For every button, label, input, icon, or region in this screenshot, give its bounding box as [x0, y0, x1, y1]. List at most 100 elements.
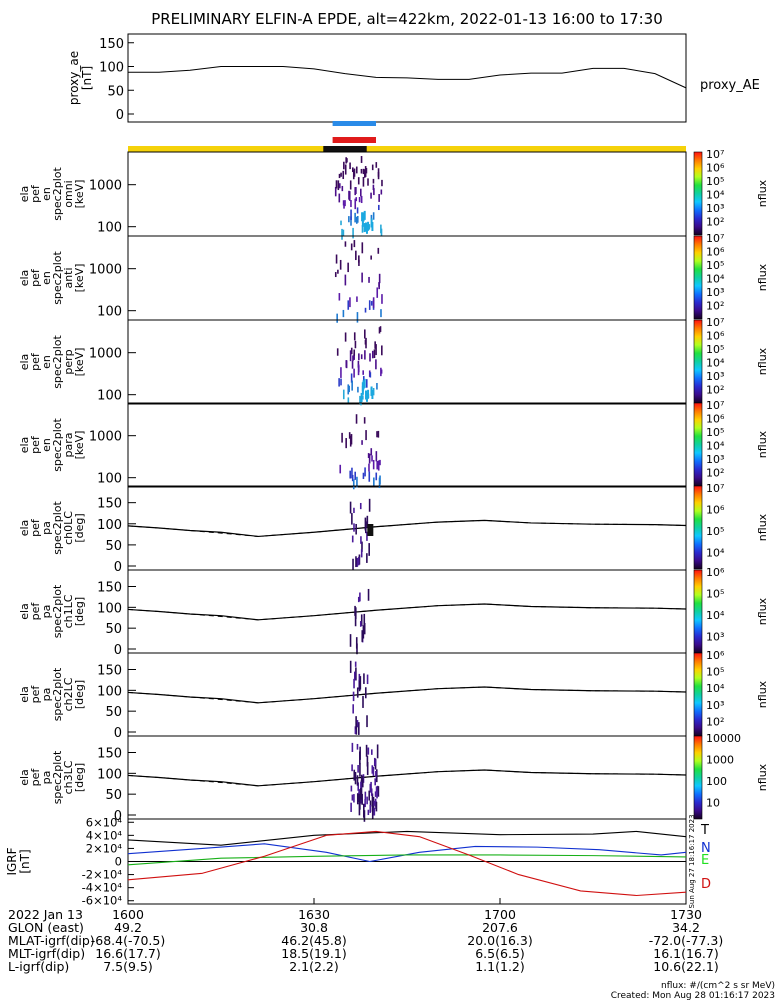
- colorbars: 10⁷10⁶10⁵10⁴10³10²nflux10⁷10⁶10⁵10⁴10³10…: [693, 148, 769, 820]
- pa-ylabel-line: spec2plot: [51, 667, 64, 721]
- pa-ylabel-line: pef: [29, 768, 42, 787]
- energy-spectrogram-panels: 1000100elapefenspec2plotomni[keV]1000100…: [18, 151, 687, 490]
- spec-ylabel-line: ela: [18, 186, 31, 203]
- colorbar-tick: 10²: [706, 384, 724, 397]
- footer-value: 18.5(19.1): [281, 946, 346, 961]
- pa-frame: [127, 735, 687, 820]
- colorbar-tick: 10⁴: [706, 440, 725, 453]
- spec-frame: [127, 402, 687, 488]
- science-bar: [128, 146, 686, 152]
- colorbar-tick: 10⁶: [706, 330, 725, 343]
- colorbar-tick: 10⁵: [706, 525, 724, 538]
- colorbar-tick: 10⁴: [706, 189, 725, 202]
- spec-ylabel-line: pef: [29, 435, 42, 454]
- ae-ylabel-line: proxy_ae: [67, 51, 81, 105]
- spec-ytick-label: 1000: [89, 263, 122, 278]
- pa-ylabel-line: pa: [40, 771, 53, 785]
- pa-ylabel-line: ela: [18, 520, 31, 537]
- anti-loss-cone-line: [127, 686, 687, 704]
- spec-ytick-label: 1000: [89, 179, 122, 194]
- igrf-stamp: Sun Aug 27 18:16:17 2023: [688, 814, 696, 908]
- colorbar-tick: 10000: [706, 732, 741, 745]
- pa-ylabel-line: pa: [40, 605, 53, 619]
- footer-value: -68.4(-70.5): [91, 933, 165, 948]
- colorbar-tick: 10⁴: [706, 682, 725, 695]
- footer-value: 30.8: [300, 920, 328, 935]
- spec-ytick-label: 100: [97, 305, 122, 320]
- igrf-ytick-label: -2×10⁴: [82, 868, 123, 882]
- colorbar: [693, 319, 703, 404]
- igrf-ylabel: IGRF[nT]: [5, 847, 32, 875]
- footer-value: 16.6(17.7): [95, 946, 160, 961]
- spec-ylabel-line: para: [62, 433, 75, 458]
- pa-ytick-label: 0: [114, 643, 122, 658]
- igrf-legend-T: T: [700, 823, 709, 838]
- colorbar-tick: 10⁴: [706, 546, 725, 559]
- pa-ytick-label: 50: [105, 788, 122, 803]
- ae-ylabel-line: [nT]: [80, 66, 94, 90]
- pa-ylabel-line: ch3LC: [62, 760, 75, 794]
- pa-ylabel-line: ch2LC: [62, 677, 75, 711]
- colorbar-tick: 10²: [706, 715, 724, 728]
- spec-ylabel-line: spec2plot: [51, 251, 64, 305]
- spec-ylabel-line: omni: [62, 180, 75, 207]
- pa-ytick-label: 50: [105, 622, 122, 637]
- colorbar-tick: 10²: [706, 467, 724, 480]
- colorbar-tick: 10⁷: [706, 232, 724, 245]
- igrf-ylabel-line: [nT]: [18, 849, 32, 873]
- spec-ylabel-line: spec2plot: [51, 335, 64, 389]
- plot-title: PRELIMINARY ELFIN-A EPDE, alt=422km, 202…: [151, 10, 663, 28]
- spec-ytick-label: 1000: [89, 430, 122, 445]
- colorbar: [693, 151, 703, 236]
- pa-ylabel-line: spec2plot: [51, 501, 64, 555]
- colorbar-tick: 10⁵: [706, 666, 724, 679]
- igrf-trace-T: [127, 830, 687, 846]
- spec-ylabel: elapefenspec2plotanti[keV]: [18, 251, 86, 305]
- footer-units: nflux: #/(cm^2 s sr MeV): [661, 981, 775, 991]
- spec-ylabel-line: pef: [29, 184, 42, 203]
- ram-bar: [332, 121, 376, 126]
- ae-ytick-label: 50: [107, 84, 124, 99]
- spec-frame: [127, 235, 687, 321]
- pa-ytick-label: 100: [97, 767, 122, 782]
- loss-cone-line: [127, 769, 687, 787]
- colorbar-label: nflux: [756, 179, 769, 207]
- footer-row-label: 2022 Jan 13: [8, 907, 83, 922]
- spec-ylabel-line: ela: [18, 270, 31, 287]
- footer-value: 10.6(22.1): [653, 959, 718, 974]
- pa-ytick-label: 150: [97, 747, 122, 762]
- pa-ylabel-line: pa: [40, 521, 53, 535]
- spec-ytick-label: 1000: [89, 347, 122, 362]
- ae-ytick-label: 150: [99, 37, 124, 52]
- spec-ytick-label: 100: [97, 221, 122, 236]
- colorbar-tick: 10⁴: [706, 609, 725, 622]
- pa-ylabel-line: ela: [18, 769, 31, 786]
- ae-ylabel: proxy_ae[nT]: [67, 51, 94, 105]
- pa-ylabel-line: [deg]: [73, 680, 86, 709]
- footer-row-label: MLT-igrf(dip): [8, 946, 85, 961]
- spec-ylabel-line: pef: [29, 352, 42, 371]
- colorbar-label: nflux: [756, 263, 769, 291]
- footer-value: 1630: [298, 907, 330, 922]
- colorbar-tick: 10⁶: [706, 246, 725, 259]
- proxy-ae-panel: 150 100 50 0 proxy_ae[nT] proxy_AE: [67, 33, 760, 123]
- pa-pixel-dark: [367, 524, 374, 536]
- igrf-trace-E: [127, 854, 687, 866]
- ae-frame: [127, 33, 687, 123]
- footer-value: 49.2: [114, 920, 142, 935]
- spec-ylabel-line: [keV]: [73, 431, 86, 460]
- colorbar-tick: 10⁷: [706, 148, 724, 161]
- spec-frame: [127, 319, 687, 405]
- igrf-ytick-label: 0: [115, 855, 122, 869]
- igrf-ylabel-line: IGRF: [5, 847, 19, 875]
- colorbar: [693, 485, 703, 570]
- footer-value: 1700: [484, 907, 516, 922]
- igrf-ytick-label: 2×10⁴: [86, 841, 123, 855]
- igrf-ytick-label: -6×10⁴: [82, 894, 123, 908]
- colorbar-tick: 10⁶: [706, 503, 725, 516]
- footer-value: 6.5(6.5): [475, 946, 525, 961]
- pa-ylabel-line: ela: [18, 686, 31, 703]
- spec-ylabel-line: en: [40, 187, 53, 201]
- red-bar: [332, 137, 376, 143]
